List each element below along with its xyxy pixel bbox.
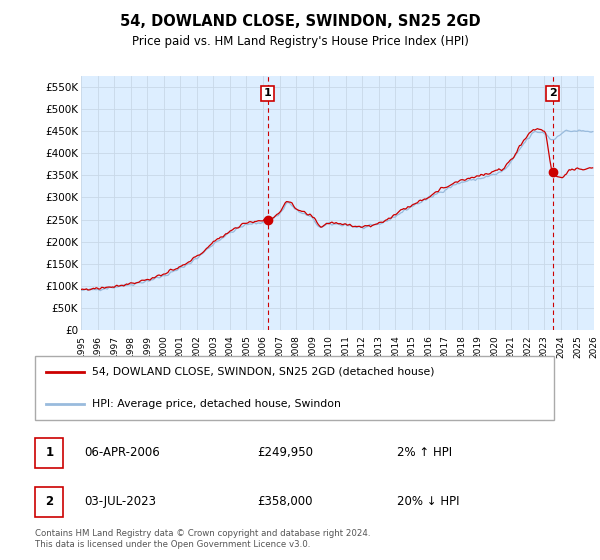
- Text: Price paid vs. HM Land Registry's House Price Index (HPI): Price paid vs. HM Land Registry's House …: [131, 35, 469, 48]
- Text: 06-APR-2006: 06-APR-2006: [84, 446, 160, 459]
- Text: 54, DOWLAND CLOSE, SWINDON, SN25 2GD (detached house): 54, DOWLAND CLOSE, SWINDON, SN25 2GD (de…: [92, 367, 434, 377]
- Text: 03-JUL-2023: 03-JUL-2023: [84, 496, 156, 508]
- Text: 1: 1: [263, 88, 271, 99]
- FancyBboxPatch shape: [35, 438, 64, 468]
- Text: 2: 2: [549, 88, 557, 99]
- Text: £249,950: £249,950: [257, 446, 313, 459]
- Text: Contains HM Land Registry data © Crown copyright and database right 2024.
This d: Contains HM Land Registry data © Crown c…: [35, 529, 371, 549]
- Text: 2: 2: [46, 496, 53, 508]
- Text: 54, DOWLAND CLOSE, SWINDON, SN25 2GD: 54, DOWLAND CLOSE, SWINDON, SN25 2GD: [119, 14, 481, 29]
- FancyBboxPatch shape: [35, 487, 64, 516]
- Text: HPI: Average price, detached house, Swindon: HPI: Average price, detached house, Swin…: [92, 399, 341, 409]
- FancyBboxPatch shape: [35, 356, 554, 420]
- Text: £358,000: £358,000: [257, 496, 312, 508]
- Text: 2% ↑ HPI: 2% ↑ HPI: [397, 446, 452, 459]
- Text: 20% ↓ HPI: 20% ↓ HPI: [397, 496, 460, 508]
- Text: 1: 1: [46, 446, 53, 459]
